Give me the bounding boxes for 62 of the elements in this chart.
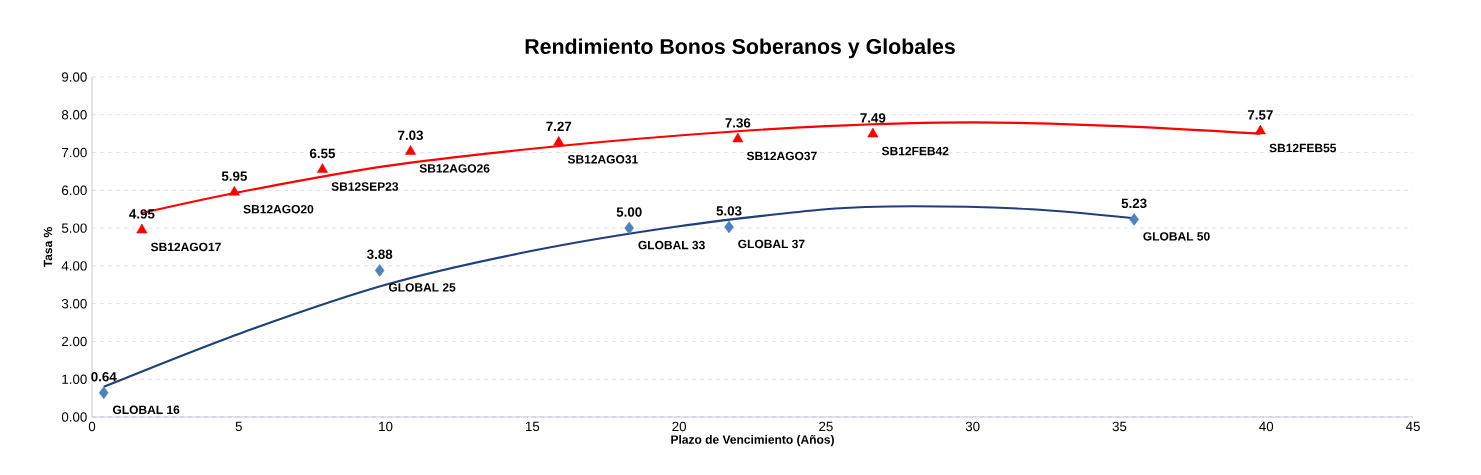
point xyxy=(867,127,879,138)
point xyxy=(1129,213,1139,226)
point xyxy=(553,136,565,146)
point xyxy=(228,185,240,196)
point xyxy=(316,163,328,173)
x-tick-label: 5 xyxy=(235,421,242,432)
data-label: 5.00 xyxy=(616,207,642,217)
x-axis-title: Plazo de Vencimiento (Años) xyxy=(671,434,834,447)
annotation: GLOBAL 37 xyxy=(738,239,805,249)
y-tick-label: 8.00 xyxy=(61,110,87,120)
y-tick-label: 7.00 xyxy=(62,147,87,158)
point xyxy=(732,132,744,143)
point xyxy=(724,220,734,234)
x-tick-label: 0 xyxy=(88,421,96,432)
x-tick-label: 30 xyxy=(965,421,980,432)
data-label: 7.57 xyxy=(1247,110,1273,120)
annotation: SB12SEP23 xyxy=(331,182,399,191)
y-tick-label: 1.00 xyxy=(62,374,87,384)
x-tick-label: 45 xyxy=(1405,421,1420,432)
data-label: 7.49 xyxy=(860,113,886,123)
data-label: 7.03 xyxy=(398,130,424,141)
annotation: SB12FEB55 xyxy=(1269,143,1337,153)
y-tick-label: 0.00 xyxy=(61,412,87,422)
data-label: 7.36 xyxy=(725,118,751,128)
data-label: 4.95 xyxy=(129,209,155,219)
point xyxy=(374,264,385,277)
annotation: SB12AGO31 xyxy=(567,155,638,164)
data-label: 5.23 xyxy=(1121,198,1147,209)
data-label: 0.64 xyxy=(91,372,117,382)
y-tick-label: 3.00 xyxy=(61,298,87,309)
annotation: GLOBAL 33 xyxy=(638,240,705,250)
point xyxy=(98,386,109,400)
y-tick-label: 9.00 xyxy=(61,72,87,82)
data-label: 6.55 xyxy=(309,148,336,159)
annotation: SB12AGO37 xyxy=(746,151,817,161)
x-tick-label: 15 xyxy=(525,421,540,432)
point xyxy=(405,145,416,155)
data-label: 5.95 xyxy=(221,171,247,181)
annotation: SB12AGO20 xyxy=(243,204,314,214)
y-tick-label: 5.00 xyxy=(61,223,87,233)
x-tick-label: 25 xyxy=(819,421,833,432)
point xyxy=(136,223,148,234)
y-tick-label: 4.00 xyxy=(61,261,87,271)
y-tick-label: 2.00 xyxy=(62,336,87,347)
x-tick-label: 20 xyxy=(672,421,687,432)
annotation: GLOBAL 50 xyxy=(1143,232,1210,241)
annotation: SB12AGO17 xyxy=(150,242,221,252)
x-tick-label: 40 xyxy=(1259,421,1274,432)
x-tick-label: 35 xyxy=(1112,421,1127,432)
point xyxy=(624,221,634,235)
y-axis-title: Tasa % xyxy=(43,227,53,268)
chart-title: Rendimiento Bonos Soberanos y Globales xyxy=(525,38,955,59)
y-tick-label: 6.00 xyxy=(62,185,87,196)
data-label: 5.03 xyxy=(716,206,742,216)
point xyxy=(1254,124,1266,135)
annotation: GLOBAL 16 xyxy=(112,405,180,415)
annotation: SB12FEB42 xyxy=(881,146,949,156)
data-label: 7.27 xyxy=(546,121,572,131)
annotation: SB12AGO26 xyxy=(419,164,490,173)
data-label: 3.88 xyxy=(367,249,393,260)
annotation: GLOBAL 25 xyxy=(388,283,456,292)
x-tick-label: 10 xyxy=(379,421,393,432)
